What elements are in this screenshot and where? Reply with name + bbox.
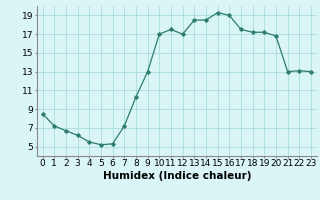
X-axis label: Humidex (Indice chaleur): Humidex (Indice chaleur) (102, 171, 251, 181)
